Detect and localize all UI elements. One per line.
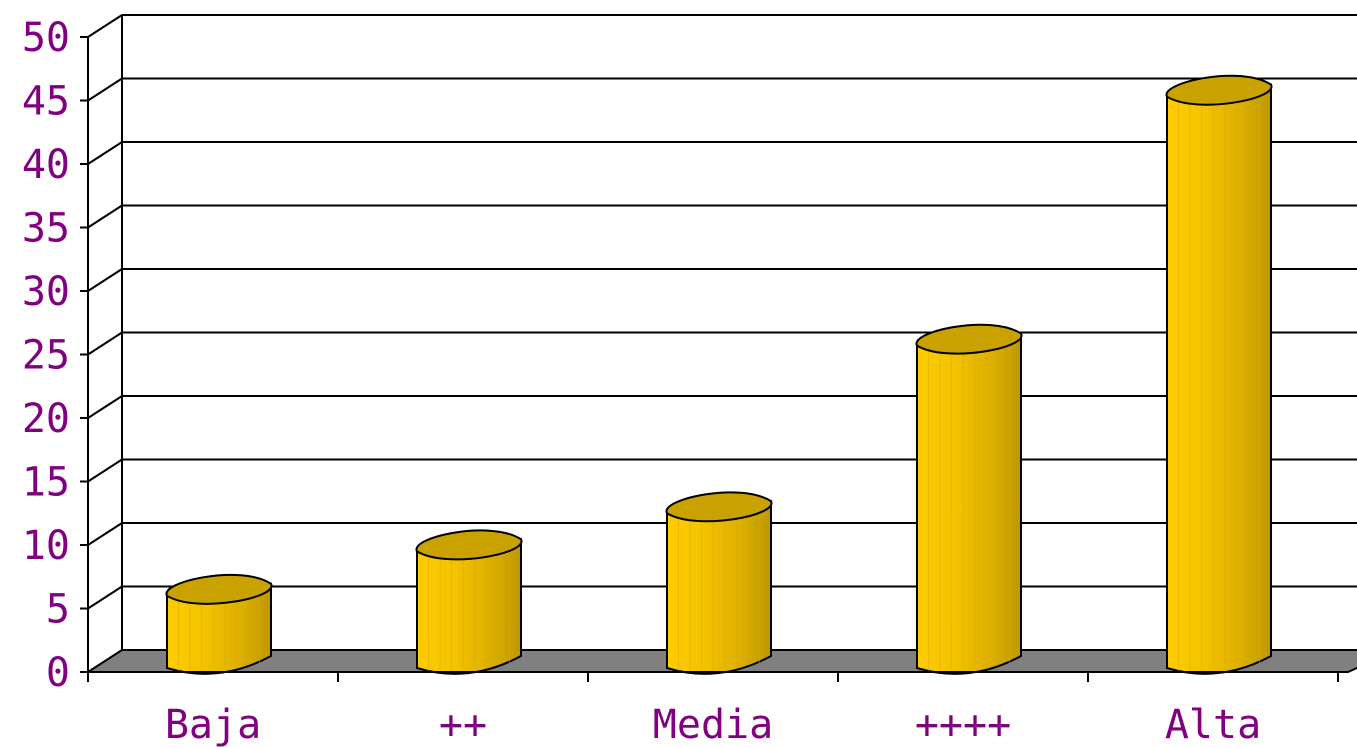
gridline-side bbox=[87, 331, 123, 356]
x-category-label: Baja bbox=[165, 702, 261, 747]
bar-top bbox=[665, 491, 773, 523]
bar-body bbox=[666, 500, 772, 675]
gridline-side bbox=[87, 458, 123, 483]
gridline-side bbox=[87, 522, 123, 546]
bar-Media bbox=[665, 491, 773, 675]
gridline-side bbox=[87, 268, 123, 292]
bar-++++ bbox=[915, 323, 1023, 675]
y-tick-label: 45 bbox=[22, 79, 70, 125]
bar-top bbox=[1165, 74, 1273, 106]
bar-body bbox=[1166, 83, 1272, 675]
bar-top bbox=[165, 573, 273, 605]
y-tick-label: 10 bbox=[22, 523, 70, 569]
gridline-side bbox=[87, 77, 123, 102]
gridline-side bbox=[87, 395, 123, 419]
gridline-side bbox=[87, 141, 123, 165]
bar-++ bbox=[415, 529, 523, 675]
y-tick-label: 20 bbox=[22, 396, 70, 442]
bar-Baja bbox=[165, 573, 273, 675]
x-category-label: Alta bbox=[1165, 702, 1261, 747]
bar-top bbox=[415, 529, 523, 561]
x-axis-category-labels: Baja ++ Media ++++ Alta bbox=[165, 702, 1261, 747]
gridline-side bbox=[87, 14, 123, 38]
y-tick-label: 5 bbox=[46, 587, 70, 633]
bar-Alta bbox=[1165, 74, 1273, 675]
x-category-label: ++++ bbox=[915, 702, 1011, 747]
y-tick-label: 0 bbox=[46, 650, 70, 696]
gridline-side bbox=[87, 204, 123, 229]
bars bbox=[165, 74, 1273, 675]
bar-body bbox=[916, 332, 1022, 675]
axes bbox=[80, 36, 1339, 682]
y-tick-label: 50 bbox=[22, 15, 70, 61]
x-category-label: Media bbox=[653, 702, 773, 747]
gridline-side bbox=[87, 585, 123, 610]
y-axis-tick-labels: 0 5 10 15 20 25 30 35 40 45 50 bbox=[22, 15, 70, 696]
bar-top bbox=[915, 323, 1023, 355]
y-tick-label: 35 bbox=[22, 206, 70, 252]
y-tick-label: 40 bbox=[22, 142, 70, 188]
y-tick-label: 25 bbox=[22, 333, 70, 379]
y-tick-label: 30 bbox=[22, 269, 70, 315]
y-tick-label: 15 bbox=[22, 460, 70, 506]
x-category-label: ++ bbox=[439, 702, 487, 747]
